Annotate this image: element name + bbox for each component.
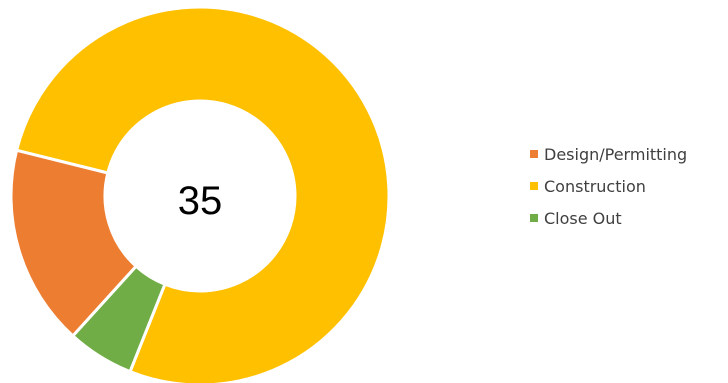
donut-slices bbox=[9, 5, 391, 383]
legend-item-design-permitting: Design/Permitting bbox=[530, 138, 687, 170]
legend-label: Close Out bbox=[544, 208, 622, 228]
donut-slice-construction bbox=[15, 5, 391, 383]
legend-swatch bbox=[530, 182, 538, 190]
donut-center-total: 35 bbox=[178, 179, 223, 223]
legend-swatch bbox=[530, 150, 538, 158]
donut-slice-design-permitting bbox=[9, 148, 138, 338]
chart-legend: Design/Permitting Construction Close Out bbox=[530, 138, 687, 234]
legend-swatch bbox=[530, 214, 538, 222]
legend-label: Construction bbox=[544, 176, 646, 196]
legend-item-construction: Construction bbox=[530, 170, 687, 202]
legend-item-close-out: Close Out bbox=[530, 202, 687, 234]
legend-label: Design/Permitting bbox=[544, 144, 688, 164]
